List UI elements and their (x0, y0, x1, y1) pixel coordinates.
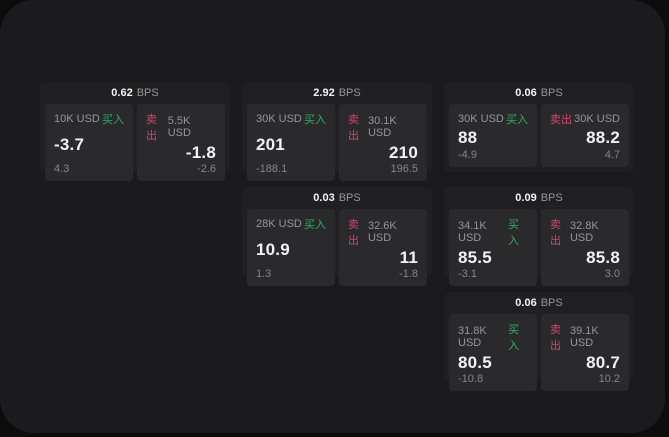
buy-amount: 10K USD (54, 113, 100, 125)
sell-sub-value: -2.6 (197, 163, 216, 175)
sell-panel[interactable]: 卖出 30.1K USD 210 196.5 (339, 104, 427, 181)
bps-header: 2.92 BPS (242, 82, 432, 104)
sell-sub-value: 4.7 (604, 149, 620, 161)
bps-value: 0.06 (515, 87, 537, 99)
quote-panels: 34.1K USD 买入 85.5 -3.1 卖出 32.8K USD 85.8… (444, 209, 634, 291)
quote-card: 0.06 BPS 31.8K USD 买入 80.5 -10.8 卖出 39.1… (444, 292, 634, 391)
sell-label: 卖出 (550, 219, 561, 247)
sell-price: 85.8 (586, 248, 620, 267)
sell-panel[interactable]: 卖出 32.8K USD 85.8 3.0 (541, 209, 629, 286)
sell-label: 卖出 (146, 114, 157, 142)
buy-price: 85.5 (458, 248, 492, 267)
buy-price: 80.5 (458, 353, 492, 372)
sell-amount: 5.5K USD (167, 115, 191, 139)
quote-panels: 10K USD 买入 -3.7 4.3 卖出 5.5K USD -1.8 -2.… (40, 104, 230, 186)
buy-amount: 31.8K USD (458, 325, 487, 349)
sell-price: 80.7 (586, 353, 620, 372)
buy-label: 买入 (102, 114, 124, 126)
bps-value: 0.03 (313, 192, 335, 204)
buy-amount: 30K USD (458, 113, 504, 125)
sell-sub-value: 196.5 (390, 163, 418, 175)
sell-label: 卖出 (550, 324, 561, 352)
buy-price: -3.7 (54, 135, 85, 154)
buy-amount: 28K USD (256, 218, 302, 230)
buy-amount: 34.1K USD (458, 220, 487, 244)
buy-price: 88 (458, 128, 478, 147)
quote-card: 0.09 BPS 34.1K USD 买入 85.5 -3.1 卖出 32.8K… (444, 187, 634, 286)
sell-amount: 39.1K USD (569, 325, 599, 349)
bps-value: 0.06 (515, 297, 537, 309)
buy-panel[interactable]: 30K USD 买入 201 -188.1 (247, 104, 335, 181)
quote-cards-grid: 0.62 BPS 10K USD 买入 -3.7 4.3 卖出 5.5K USD (40, 82, 634, 391)
buy-panel[interactable]: 34.1K USD 买入 85.5 -3.1 (449, 209, 537, 286)
sell-price: 11 (399, 248, 418, 267)
sell-sub-value: -1.8 (399, 268, 418, 280)
buy-price: 10.9 (256, 240, 290, 259)
bps-header: 0.62 BPS (40, 82, 230, 104)
sell-price: -1.8 (185, 143, 216, 162)
buy-sub-value: -10.8 (458, 373, 484, 385)
quote-card: 0.06 BPS 30K USD 买入 88 -4.9 卖出 30K USD (444, 82, 634, 172)
buy-label: 买入 (506, 114, 528, 126)
sell-label: 卖出 (348, 219, 359, 247)
buy-sub-value: -4.9 (458, 149, 477, 161)
buy-label: 买入 (304, 114, 326, 126)
buy-label: 买入 (304, 219, 326, 231)
sell-price: 88.2 (586, 128, 620, 147)
buy-amount: 30K USD (256, 113, 302, 125)
bps-unit: BPS (136, 87, 159, 99)
sell-amount: 30.1K USD (367, 115, 397, 139)
buy-label: 买入 (508, 324, 520, 352)
sell-amount: 32.8K USD (569, 220, 599, 244)
buy-panel[interactable]: 28K USD 买入 10.9 1.3 (247, 209, 335, 286)
sell-sub-value: 3.0 (604, 268, 620, 280)
bps-unit: BPS (338, 87, 361, 99)
sell-panel[interactable]: 卖出 5.5K USD -1.8 -2.6 (137, 104, 225, 181)
buy-label: 买入 (508, 219, 520, 247)
sell-sub-value: 10.2 (598, 373, 620, 385)
bps-unit: BPS (540, 87, 563, 99)
buy-panel[interactable]: 31.8K USD 买入 80.5 -10.8 (449, 314, 537, 391)
bps-value: 0.62 (111, 87, 133, 99)
quote-panels: 30K USD 买入 201 -188.1 卖出 30.1K USD 210 1… (242, 104, 432, 186)
sell-label: 卖出 (550, 114, 572, 126)
sell-label: 卖出 (348, 114, 359, 142)
bps-header: 0.03 BPS (242, 187, 432, 209)
sell-panel[interactable]: 卖出 30K USD 88.2 4.7 (541, 104, 629, 167)
buy-panel[interactable]: 10K USD 买入 -3.7 4.3 (45, 104, 133, 181)
bps-header: 0.09 BPS (444, 187, 634, 209)
bps-unit: BPS (540, 297, 563, 309)
bps-value: 2.92 (313, 87, 335, 99)
sell-panel[interactable]: 卖出 32.6K USD 11 -1.8 (339, 209, 427, 286)
quote-panels: 28K USD 买入 10.9 1.3 卖出 32.6K USD 11 -1.8 (242, 209, 432, 291)
bps-unit: BPS (338, 192, 361, 204)
bps-unit: BPS (540, 192, 563, 204)
quote-card: 0.03 BPS 28K USD 买入 10.9 1.3 卖出 32.6K US… (242, 187, 432, 286)
buy-panel[interactable]: 30K USD 买入 88 -4.9 (449, 104, 537, 167)
sell-price: 210 (389, 143, 418, 162)
buy-sub-value: 1.3 (256, 268, 272, 280)
quote-card: 2.92 BPS 30K USD 买入 201 -188.1 卖出 30.1K … (242, 82, 432, 181)
sell-panel[interactable]: 卖出 39.1K USD 80.7 10.2 (541, 314, 629, 391)
buy-sub-value: -3.1 (458, 268, 477, 280)
sell-amount: 30K USD (574, 113, 620, 125)
quote-card: 0.62 BPS 10K USD 买入 -3.7 4.3 卖出 5.5K USD (40, 82, 230, 181)
sell-amount: 32.6K USD (367, 220, 397, 244)
buy-price: 201 (256, 135, 285, 154)
bps-header: 0.06 BPS (444, 292, 634, 314)
buy-sub-value: -188.1 (256, 163, 288, 175)
buy-sub-value: 4.3 (54, 163, 70, 175)
bps-header: 0.06 BPS (444, 82, 634, 104)
quote-panels: 30K USD 买入 88 -4.9 卖出 30K USD 88.2 4.7 (444, 104, 634, 172)
quote-panels: 31.8K USD 买入 80.5 -10.8 卖出 39.1K USD 80.… (444, 314, 634, 396)
bps-value: 0.09 (515, 192, 537, 204)
